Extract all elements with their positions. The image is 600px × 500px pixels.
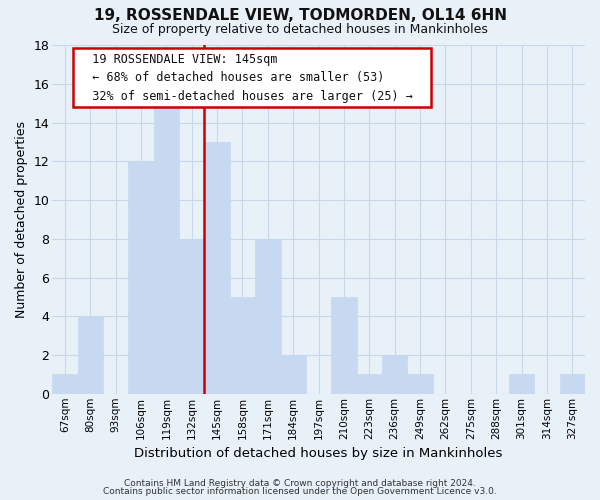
Bar: [509, 374, 534, 394]
Bar: [356, 374, 382, 394]
Bar: [77, 316, 103, 394]
Bar: [560, 374, 585, 394]
Bar: [205, 142, 230, 394]
Y-axis label: Number of detached properties: Number of detached properties: [15, 121, 28, 318]
Bar: [179, 239, 205, 394]
Bar: [407, 374, 433, 394]
Text: Contains public sector information licensed under the Open Government Licence v3: Contains public sector information licen…: [103, 487, 497, 496]
Bar: [230, 297, 255, 394]
X-axis label: Distribution of detached houses by size in Mankinholes: Distribution of detached houses by size …: [134, 447, 503, 460]
Bar: [281, 355, 306, 394]
Bar: [52, 374, 77, 394]
Text: 19, ROSSENDALE VIEW, TODMORDEN, OL14 6HN: 19, ROSSENDALE VIEW, TODMORDEN, OL14 6HN: [94, 8, 506, 22]
Text: 19 ROSSENDALE VIEW: 145sqm  
  ← 68% of detached houses are smaller (53)  
  32%: 19 ROSSENDALE VIEW: 145sqm ← 68% of deta…: [77, 53, 427, 103]
Bar: [128, 162, 154, 394]
Text: Contains HM Land Registry data © Crown copyright and database right 2024.: Contains HM Land Registry data © Crown c…: [124, 478, 476, 488]
Text: Size of property relative to detached houses in Mankinholes: Size of property relative to detached ho…: [112, 22, 488, 36]
Bar: [331, 297, 356, 394]
Bar: [255, 239, 281, 394]
Bar: [382, 355, 407, 394]
Bar: [154, 103, 179, 394]
